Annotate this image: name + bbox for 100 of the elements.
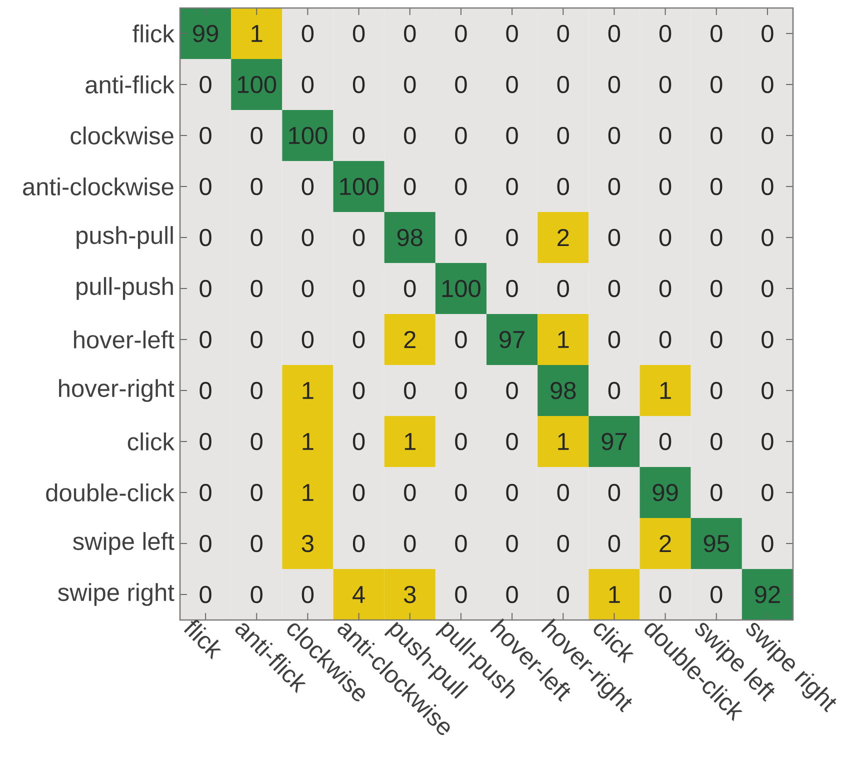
data-label: 1 [302, 382, 314, 399]
data-label: 1 [660, 382, 671, 399]
data-label: 0 [404, 534, 416, 552]
data-label: 0 [455, 76, 467, 94]
data-label: 0 [762, 534, 774, 552]
data-label: 0 [659, 280, 672, 298]
data-label: 0 [455, 330, 467, 348]
data-label: 0 [250, 382, 262, 400]
data-label: 100 [238, 76, 276, 94]
data-label: 0 [352, 76, 365, 94]
data-label: 0 [302, 178, 314, 196]
data-label: 0 [404, 24, 416, 42]
data-label: 0 [608, 330, 620, 348]
data-label: 0 [762, 24, 774, 42]
y-tick-label: anti-flick [86, 76, 174, 94]
data-label: 0 [557, 484, 569, 502]
data-label: 1 [302, 433, 314, 450]
data-label: 1 [609, 586, 620, 603]
data-label: 0 [659, 76, 672, 94]
y-tick-label: anti-clockwise [23, 178, 174, 196]
data-label: 0 [200, 432, 212, 450]
data-label: 0 [250, 534, 262, 552]
data-label: 97 [602, 432, 627, 450]
data-label: 0 [557, 534, 569, 552]
data-label: 0 [710, 228, 722, 246]
y-tick-label: hover-left [74, 330, 174, 348]
data-label: 0 [506, 178, 518, 196]
data-label: 0 [404, 178, 416, 196]
data-label: 97 [500, 330, 524, 348]
data-label: 0 [352, 280, 365, 298]
data-label: 0 [250, 178, 262, 196]
data-label: 0 [506, 126, 518, 144]
data-label: 0 [506, 484, 518, 502]
data-label: 0 [557, 178, 569, 196]
data-label: 0 [506, 586, 518, 604]
data-label: 0 [659, 24, 672, 42]
data-label: 0 [608, 382, 620, 400]
data-label: 98 [550, 382, 576, 400]
data-label: 0 [608, 76, 620, 94]
data-label: 0 [352, 330, 365, 348]
data-label: 0 [608, 534, 620, 552]
data-label: 0 [352, 432, 365, 450]
data-label: 1 [302, 484, 314, 501]
data-label: 0 [659, 330, 672, 348]
x-tick-label: flick [184, 620, 222, 660]
data-label: 0 [710, 586, 722, 604]
data-label: 0 [250, 280, 262, 298]
data-label: 0 [352, 382, 365, 400]
data-label: 0 [302, 76, 314, 94]
data-label: 0 [404, 126, 416, 144]
data-label: 0 [710, 178, 722, 196]
data-label: 0 [506, 228, 518, 246]
data-label: 0 [200, 586, 212, 604]
data-label: 0 [506, 24, 518, 42]
data-label: 0 [352, 534, 365, 552]
data-label: 0 [352, 484, 365, 502]
data-label: 0 [557, 24, 569, 42]
data-label: 0 [762, 280, 774, 298]
data-label: 0 [506, 280, 518, 298]
data-label: 0 [250, 484, 262, 502]
data-label: 0 [557, 76, 569, 94]
data-label: 0 [200, 534, 212, 552]
data-label: 0 [506, 76, 518, 94]
data-label: 1 [252, 25, 262, 42]
data-label: 0 [200, 178, 212, 196]
data-label: 0 [762, 484, 774, 502]
data-label: 0 [710, 484, 722, 502]
data-label: 0 [250, 228, 262, 246]
y-tick-label: push-pull [76, 226, 173, 249]
data-label: 0 [762, 330, 774, 348]
data-label: 3 [302, 534, 314, 552]
y-tick-label: click [128, 432, 174, 450]
data-label: 0 [608, 280, 620, 298]
data-label: 0 [659, 228, 672, 246]
data-label: 99 [193, 24, 218, 42]
data-label: 0 [710, 126, 722, 144]
y-tick-label: hover-right [59, 379, 174, 402]
data-label: 0 [250, 586, 262, 604]
data-label: 0 [659, 178, 672, 196]
data-label: 0 [659, 126, 672, 144]
data-label: 0 [352, 126, 365, 144]
data-label: 0 [608, 228, 620, 246]
data-label: 0 [200, 484, 212, 502]
data-label: 0 [200, 280, 212, 298]
data-label: 100 [442, 280, 480, 298]
data-label: 0 [455, 24, 467, 42]
data-label: 0 [455, 586, 467, 604]
data-label: 0 [404, 484, 416, 502]
data-label: 0 [659, 586, 672, 604]
data-label: 1 [558, 331, 569, 348]
data-label: 2 [404, 330, 416, 348]
data-label: 0 [404, 382, 416, 400]
data-label: 100 [340, 178, 378, 196]
data-label: 0 [302, 280, 314, 298]
data-label: 0 [710, 432, 722, 450]
data-label: 0 [608, 178, 620, 196]
data-label: 0 [302, 24, 314, 42]
data-label: 0 [659, 432, 672, 450]
data-label: 0 [455, 432, 467, 450]
data-label: 0 [302, 330, 314, 348]
